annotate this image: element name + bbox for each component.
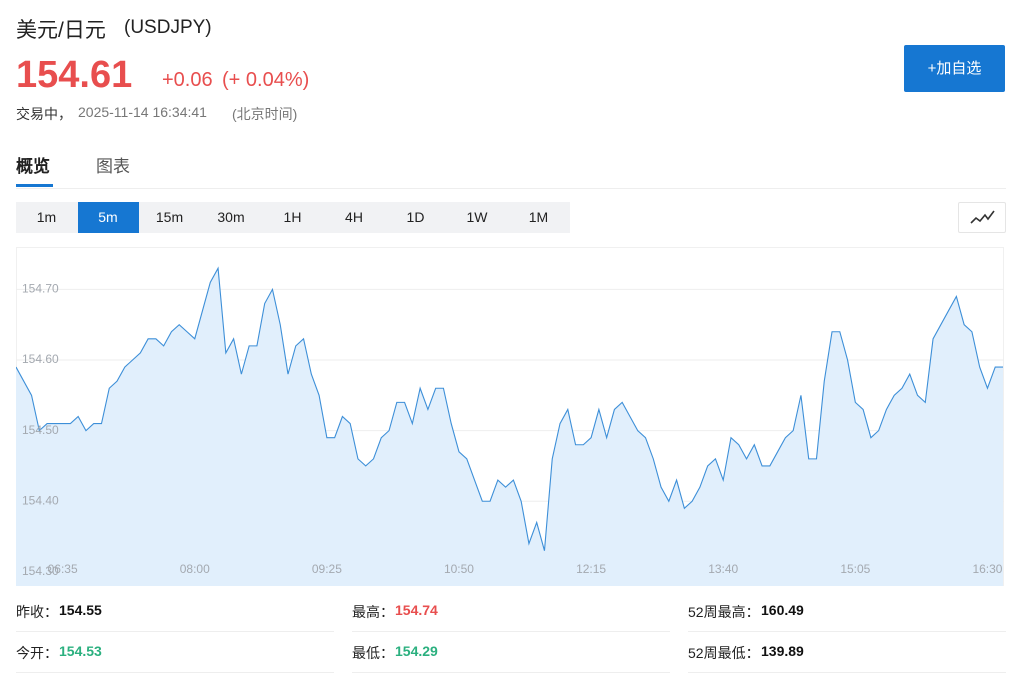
stat-value: 154.74 (395, 602, 438, 618)
price-change: +0.06 (162, 69, 213, 91)
interval-button[interactable]: 1H (283, 209, 302, 225)
add-watchlist-button[interactable]: +加自选 (904, 45, 1005, 92)
interval-button[interactable]: 4H (345, 209, 363, 225)
pair-title: 美元/日元 (16, 19, 106, 42)
tabs-divider (16, 188, 1006, 189)
timezone: (北京时间) (232, 106, 298, 122)
timestamp: 2025-11-14 16:34:41 (78, 104, 207, 120)
stat-label: 52周最高： (688, 604, 760, 620)
x-tick-label: 12:15 (576, 562, 606, 576)
interval-button[interactable]: 15m (155, 209, 184, 225)
x-tick-label: 10:50 (444, 562, 474, 576)
y-tick-label: 154.40 (22, 493, 59, 507)
stat-divider (352, 672, 670, 673)
price: 154.61 (16, 54, 133, 96)
stat-divider (688, 672, 1006, 673)
area-fill (16, 268, 1003, 586)
interval-button[interactable]: 5m (77, 202, 139, 233)
price-chart: 154.30 154.40 154.50 154.60 154.70 06:35 08:00… (16, 247, 1004, 586)
x-tick-label: 08:00 (180, 562, 210, 576)
stat-divider (16, 631, 334, 632)
trade-status: 交易中， (16, 106, 72, 122)
stat-value: 154.29 (395, 643, 438, 659)
price-change-pct: (+ 0.04%) (222, 69, 310, 91)
line-icon (970, 210, 995, 224)
stat-divider (16, 672, 334, 673)
y-tick-label: 154.60 (22, 352, 59, 366)
interval-button[interactable]: 30m (217, 209, 245, 225)
tab-underline (16, 184, 53, 187)
stat-label: 昨收： (16, 604, 58, 620)
x-tick-label: 15:05 (840, 562, 870, 576)
x-tick-label: 16:30 (972, 562, 1002, 576)
stat-label: 最高： (352, 604, 394, 620)
interval-button[interactable]: 1M (528, 209, 549, 225)
stat-divider (352, 631, 670, 632)
y-tick-label: 154.30 (22, 564, 59, 578)
stat-value: 139.89 (761, 643, 804, 659)
stat-divider (688, 631, 1006, 632)
x-tick-label: 13:40 (708, 562, 738, 576)
stat-value: 154.53 (59, 643, 102, 659)
interval-button[interactable]: 1D (406, 209, 425, 225)
y-tick-label: 154.50 (22, 423, 59, 437)
stat-value: 160.49 (761, 602, 804, 618)
tab[interactable]: 图表 (96, 157, 130, 176)
y-tick-label: 154.70 (22, 282, 59, 296)
pair-code: (USDJPY) (124, 17, 212, 38)
price-line (16, 266, 1003, 551)
chart-style-button[interactable] (958, 202, 1006, 233)
interval-button[interactable]: 1m (36, 209, 57, 225)
x-tick-label: 06:35 (48, 562, 78, 576)
stat-label: 今开： (16, 645, 58, 661)
tab[interactable]: 概览 (16, 157, 50, 176)
stat-value: 154.55 (59, 602, 102, 618)
interval-button[interactable]: 1W (466, 209, 488, 225)
stat-label: 52周最低： (688, 645, 760, 661)
x-tick-label: 09:25 (312, 562, 342, 576)
stat-label: 最低： (352, 645, 394, 661)
